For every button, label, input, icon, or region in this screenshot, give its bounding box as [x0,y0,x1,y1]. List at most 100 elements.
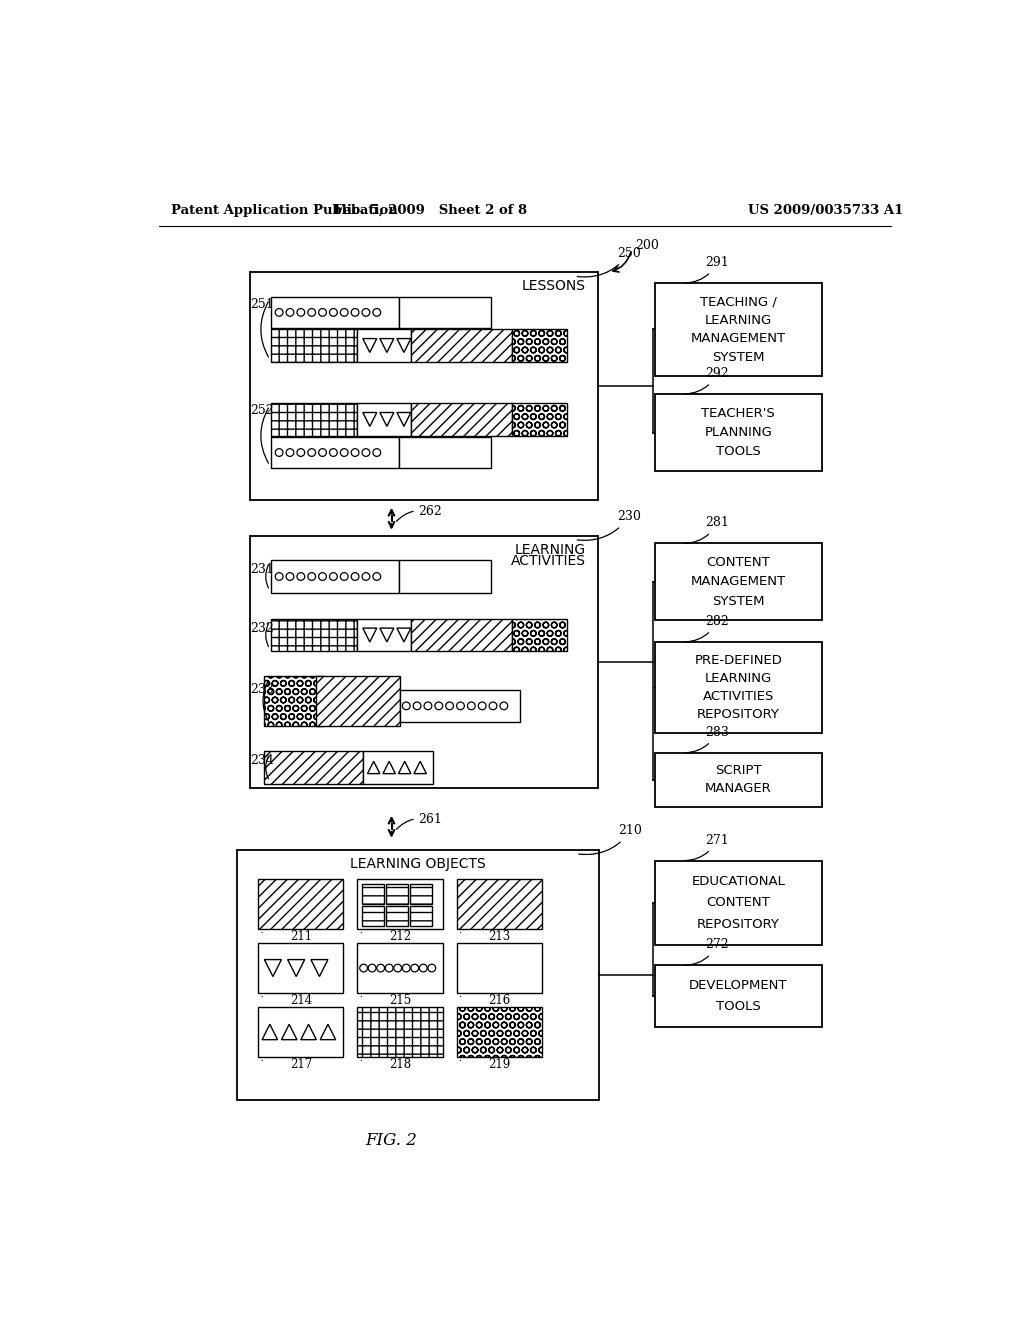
Text: 252: 252 [251,404,274,417]
Bar [237,850,599,1100]
Text: TEACHING /: TEACHING / [699,296,777,308]
Text: 231: 231 [251,564,274,576]
Text: TEACHER'S: TEACHER'S [701,407,775,420]
Text: 281: 281 [685,516,729,544]
Bar [271,560,399,593]
Bar [271,330,356,362]
Bar [655,642,821,733]
Text: 262: 262 [396,506,442,521]
Text: 215: 215 [389,994,412,1007]
Text: 234: 234 [251,754,274,767]
Text: 232: 232 [251,622,274,635]
Bar [457,1007,542,1057]
Text: LEARNING: LEARNING [515,543,586,557]
Text: 271: 271 [685,834,729,861]
Text: CONTENT: CONTENT [707,896,770,909]
Bar [655,965,821,1027]
Bar [655,544,821,620]
Text: US 2009/0035733 A1: US 2009/0035733 A1 [748,205,903,218]
Bar [399,297,490,327]
Text: 213: 213 [488,931,510,944]
Bar [655,284,821,376]
Bar [362,906,384,927]
Text: 291: 291 [685,256,729,282]
Text: 272: 272 [685,939,729,965]
Bar [271,437,399,469]
Bar [258,942,343,993]
Bar [411,404,512,436]
Text: EDUCATIONAL: EDUCATIONAL [691,875,785,888]
Text: CONTENT: CONTENT [707,556,770,569]
Bar [362,884,384,904]
Text: 282: 282 [685,615,729,642]
Bar [457,879,542,929]
Text: MANAGER: MANAGER [705,783,772,795]
Text: 261: 261 [396,813,442,829]
Text: 292: 292 [685,367,729,393]
Bar [655,861,821,945]
Text: 212: 212 [389,931,411,944]
Bar [399,437,490,469]
Text: 251: 251 [251,298,274,312]
Text: MANAGEMENT: MANAGEMENT [691,576,785,589]
Bar [356,330,411,362]
Text: 230: 230 [578,511,641,540]
Bar [512,619,567,651]
Bar [411,619,512,651]
Bar [356,404,411,436]
Bar [271,404,356,436]
Text: LEARNING OBJECTS: LEARNING OBJECTS [350,857,485,871]
Bar [356,619,411,651]
Text: 218: 218 [389,1059,411,1072]
Text: MANAGEMENT: MANAGEMENT [691,333,785,345]
Bar [357,942,442,993]
Bar [316,676,400,726]
Text: SYSTEM: SYSTEM [712,594,765,607]
Text: LEARNING: LEARNING [705,672,772,685]
Bar [258,1007,343,1057]
Bar [357,1007,442,1057]
Bar [362,751,432,784]
Text: ACTIVITIES: ACTIVITIES [511,554,586,568]
Bar [512,404,567,436]
Bar [357,879,442,929]
Text: 211: 211 [290,931,312,944]
Bar [512,330,567,362]
Text: SCRIPT: SCRIPT [715,764,762,777]
Text: 216: 216 [488,994,510,1007]
Text: 250: 250 [578,247,641,277]
Text: REPOSITORY: REPOSITORY [697,917,779,931]
Bar [411,330,512,362]
Text: 219: 219 [488,1059,510,1072]
Text: Patent Application Publication: Patent Application Publication [171,205,397,218]
Text: PLANNING: PLANNING [705,426,772,440]
Text: PRE-DEFINED: PRE-DEFINED [694,653,782,667]
Text: ACTIVITIES: ACTIVITIES [702,690,774,704]
Text: 283: 283 [685,726,729,752]
Bar [410,906,432,927]
Text: 214: 214 [290,994,312,1007]
Text: LESSONS: LESSONS [522,280,586,293]
Text: SYSTEM: SYSTEM [712,351,765,363]
Text: LEARNING: LEARNING [705,314,772,326]
Bar [271,297,399,327]
Text: TOOLS: TOOLS [716,1001,761,1012]
Bar [263,751,362,784]
Text: REPOSITORY: REPOSITORY [697,708,779,721]
Text: TOOLS: TOOLS [716,445,761,458]
Text: 233: 233 [251,684,274,696]
Bar [410,884,432,904]
Bar [263,676,324,726]
Text: 210: 210 [579,825,642,854]
Bar [457,942,542,993]
Text: Feb. 5, 2009   Sheet 2 of 8: Feb. 5, 2009 Sheet 2 of 8 [334,205,526,218]
Bar [400,689,520,722]
Bar [655,395,821,471]
Bar [271,619,356,651]
Bar [655,752,821,807]
Bar [258,879,343,929]
Text: 217: 217 [290,1059,312,1072]
Text: DEVELOPMENT: DEVELOPMENT [689,979,787,993]
Bar [251,536,598,788]
Text: FIG. 2: FIG. 2 [366,1131,418,1148]
